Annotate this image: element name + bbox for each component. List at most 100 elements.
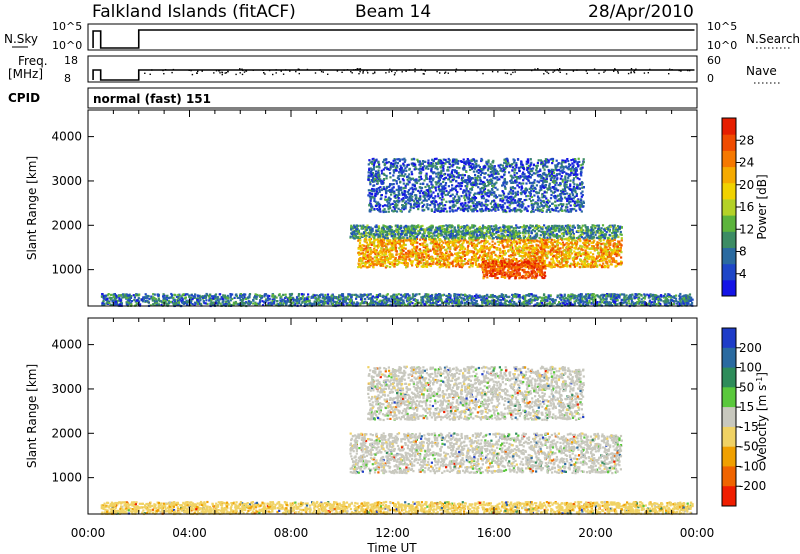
range-time-cell bbox=[420, 252, 423, 255]
range-time-cell bbox=[605, 260, 608, 263]
range-time-cell bbox=[351, 232, 354, 235]
range-time-cell bbox=[432, 191, 435, 194]
nave-dot bbox=[190, 69, 192, 72]
range-time-cell bbox=[382, 186, 385, 189]
range-time-cell bbox=[382, 264, 385, 267]
range-time-cell bbox=[556, 234, 560, 238]
range-time-cell bbox=[369, 199, 372, 202]
range-time-cell bbox=[469, 264, 472, 267]
range-time-cell bbox=[552, 227, 555, 230]
range-time-cell bbox=[514, 226, 517, 230]
range-time-cell bbox=[566, 226, 569, 229]
range-time-cell bbox=[599, 248, 602, 251]
range-time-cell bbox=[366, 260, 370, 263]
range-time-cell bbox=[468, 258, 471, 261]
range-time-cell bbox=[358, 235, 361, 238]
range-time-cell bbox=[541, 200, 544, 203]
range-time-cell bbox=[572, 234, 575, 237]
range-time-cell bbox=[389, 247, 392, 250]
range-time-cell bbox=[603, 257, 606, 260]
range-time-cell bbox=[596, 252, 600, 255]
range-time-cell bbox=[598, 242, 601, 245]
range-time-cell bbox=[457, 241, 460, 244]
range-time-cell bbox=[356, 230, 360, 233]
range-time-cell bbox=[440, 188, 443, 191]
range-time-cell bbox=[509, 246, 512, 249]
range-time-cell bbox=[602, 239, 605, 242]
range-time-cell bbox=[454, 228, 457, 232]
range-time-cell bbox=[439, 245, 442, 248]
range-time-cell bbox=[447, 255, 450, 258]
range-time-cell bbox=[544, 233, 547, 236]
nave-dot bbox=[263, 72, 265, 74]
range-time-cell bbox=[591, 260, 594, 264]
nave-dot bbox=[503, 69, 506, 71]
range-time-cell bbox=[481, 227, 484, 230]
range-time-cell bbox=[596, 247, 600, 250]
range-time-cell bbox=[507, 230, 510, 234]
range-time-cell bbox=[439, 248, 442, 251]
range-time-cell bbox=[575, 256, 578, 259]
range-time-cell bbox=[445, 258, 448, 261]
range-time-cell bbox=[375, 263, 378, 267]
range-time-cell bbox=[405, 200, 408, 203]
range-time-cell bbox=[517, 237, 520, 241]
range-time-cell bbox=[483, 237, 486, 240]
range-time-cell bbox=[615, 254, 618, 258]
range-time-cell bbox=[392, 248, 395, 251]
range-time-cell bbox=[437, 246, 440, 249]
range-time-cell bbox=[461, 255, 464, 258]
range-time-cell bbox=[467, 160, 470, 163]
range-time-cell bbox=[602, 228, 606, 231]
range-time-cell bbox=[477, 237, 480, 240]
range-time-cell bbox=[431, 241, 434, 244]
range-time-cell bbox=[611, 259, 614, 262]
range-time-cell bbox=[518, 234, 521, 238]
range-time-cell bbox=[437, 253, 440, 256]
range-time-cell bbox=[571, 263, 574, 266]
range-time-cell bbox=[397, 240, 400, 243]
range-time-cell bbox=[485, 227, 488, 230]
range-time-cell bbox=[454, 256, 457, 259]
range-time-cell bbox=[404, 230, 407, 233]
range-time-cell bbox=[600, 257, 603, 260]
range-time-cell bbox=[555, 263, 558, 266]
range-time-cell bbox=[477, 242, 480, 245]
range-time-cell bbox=[431, 224, 434, 227]
range-time-cell bbox=[412, 239, 415, 242]
range-time-cell bbox=[391, 245, 394, 248]
range-time-cell bbox=[426, 243, 429, 246]
range-time-cell bbox=[367, 245, 370, 248]
range-time-cell bbox=[597, 255, 600, 258]
range-time-cell bbox=[591, 241, 594, 244]
range-time-cell bbox=[378, 175, 381, 178]
range-time-cell bbox=[592, 231, 595, 234]
range-time-cell bbox=[398, 237, 401, 240]
range-time-cell bbox=[431, 226, 434, 229]
range-time-cell bbox=[384, 237, 387, 240]
range-time-cell bbox=[483, 242, 486, 245]
range-time-cell bbox=[477, 238, 480, 241]
range-time-cell bbox=[585, 241, 588, 244]
nave-dot bbox=[633, 69, 636, 71]
range-time-cell bbox=[461, 225, 464, 229]
range-time-cell bbox=[560, 164, 563, 167]
nave-dot bbox=[162, 69, 164, 72]
range-time-cell bbox=[614, 236, 617, 239]
range-time-cell bbox=[463, 232, 466, 235]
range-time-cell bbox=[558, 173, 561, 176]
range-time-cell bbox=[453, 244, 457, 247]
range-time-cell bbox=[410, 252, 413, 255]
range-time-cell bbox=[471, 262, 474, 265]
range-time-cell bbox=[515, 166, 518, 169]
range-time-cell bbox=[493, 250, 496, 253]
range-time-cell bbox=[514, 253, 517, 256]
range-time-cell bbox=[571, 228, 574, 231]
range-time-cell bbox=[366, 261, 369, 264]
range-time-cell bbox=[617, 240, 620, 243]
range-time-cell bbox=[592, 228, 595, 231]
range-time-cell bbox=[583, 253, 586, 256]
range-time-cell bbox=[429, 264, 433, 268]
range-time-cell bbox=[531, 173, 534, 177]
range-time-cell bbox=[394, 237, 397, 240]
